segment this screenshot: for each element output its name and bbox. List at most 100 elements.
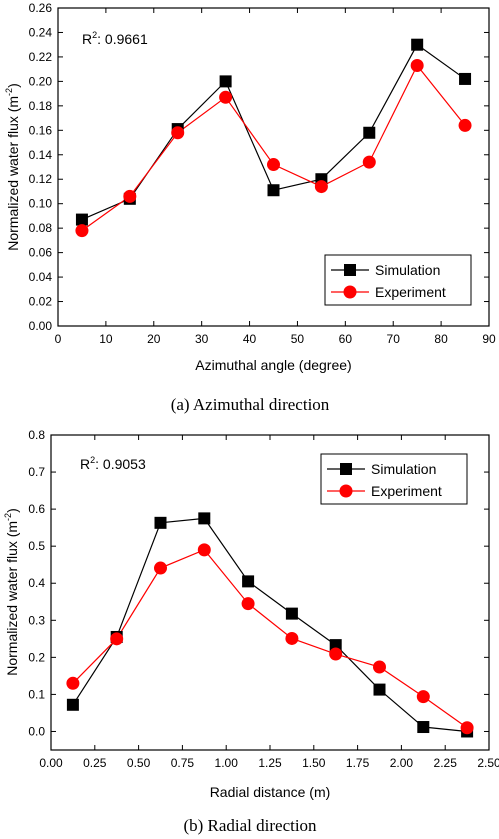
y-tick-label-a: 0.12	[29, 172, 53, 186]
y-tick-label-a: 0.00	[29, 319, 53, 333]
r2-label-a: R2: 0.9661	[82, 30, 148, 47]
data-point-experiment-a	[362, 155, 376, 169]
legend-marker-experiment-a	[343, 285, 357, 299]
data-point-simulation-a	[459, 72, 472, 85]
data-point-simulation-b	[329, 639, 342, 652]
y-tick-label-a: 0.02	[29, 295, 53, 309]
data-point-experiment-b	[154, 561, 167, 575]
data-point-experiment-a	[123, 189, 137, 203]
data-point-experiment-b	[285, 631, 299, 645]
x-tick-label-b: 2.50	[477, 756, 499, 770]
data-point-experiment-a	[458, 118, 472, 132]
data-point-experiment-b	[373, 660, 386, 674]
x-tick-label-b: 0.00	[39, 756, 63, 770]
caption-a: (a) Azimuthal direction	[171, 395, 330, 414]
x-tick-label-a: 80	[434, 332, 448, 346]
data-point-simulation-b	[66, 698, 79, 711]
x-tick-label-b: 2.00	[390, 756, 414, 770]
x-tick-label-b: 2.25	[434, 756, 458, 770]
legend-marker-experiment-b	[339, 484, 353, 498]
axes-b: 0.00 0.25 0.50 0.75 1.00 1.25 1.50 1.75 2.00 2.25…	[28, 428, 499, 770]
x-tick-label-b: 1.25	[258, 756, 282, 770]
legend-b: Simulation Experiment	[320, 453, 468, 505]
series-group-a	[75, 38, 472, 238]
y-tick-label-b: 0.8	[28, 428, 45, 442]
x-tick-label-a: 50	[291, 332, 305, 346]
y-tick-label-a: 0.10	[29, 197, 53, 211]
series-group-b	[66, 512, 474, 738]
x-tick-label-b: 0.75	[171, 756, 195, 770]
y-tick-label-b: 0.5	[28, 539, 45, 553]
data-point-experiment-a	[410, 58, 424, 72]
x-tick-label-b: 1.75	[346, 756, 370, 770]
data-point-simulation-b	[242, 575, 255, 588]
caption-b: (b) Radial direction	[183, 816, 317, 835]
x-tick-label-b: 1.50	[302, 756, 326, 770]
data-point-experiment-b	[197, 543, 211, 557]
y-tick-label-b: 0.4	[28, 576, 45, 590]
data-point-experiment-a	[267, 158, 280, 172]
data-point-simulation-a	[267, 184, 280, 197]
data-point-experiment-b	[416, 690, 430, 704]
x-tick-label-a: 40	[243, 332, 257, 346]
y-tick-label-a: 0.06	[29, 246, 53, 260]
data-point-simulation-b	[373, 683, 386, 696]
data-point-experiment-b	[66, 676, 80, 690]
data-point-simulation-b	[154, 516, 167, 529]
x-tick-label-a: 0	[55, 332, 62, 346]
data-point-simulation-b	[417, 721, 430, 734]
x-tick-label-a: 10	[99, 332, 113, 346]
legend-marker-simulation-a	[344, 264, 356, 276]
y-tick-label-a: 0.24	[29, 25, 53, 39]
y-tick-label-b: 0.6	[28, 502, 45, 516]
data-point-simulation-a	[363, 126, 376, 139]
chart-azimuthal: 0 10 20 30 40 50 60 70 80 90 0.00 0.02 0.04 0.06 0.08 0…	[4, 1, 496, 414]
data-point-experiment-b	[241, 597, 255, 611]
x-tick-label-a: 20	[147, 332, 161, 346]
data-point-simulation-a	[219, 75, 232, 88]
y-axis-label-b: Normalized water flux (m-2)	[3, 508, 20, 676]
data-point-experiment-a	[314, 180, 328, 194]
legend-label-simulation-a: Simulation	[375, 262, 440, 278]
legend-label-experiment-b: Experiment	[371, 483, 442, 499]
data-point-simulation-a	[75, 213, 88, 226]
y-axis-label-a: Normalized water flux (m-2)	[4, 83, 21, 251]
legend-a: Simulation Experiment	[324, 254, 472, 306]
x-tick-label-b: 1.00	[215, 756, 239, 770]
x-tick-label-b: 0.50	[127, 756, 151, 770]
data-point-simulation-b	[198, 512, 211, 525]
x-tick-label-a: 30	[195, 332, 209, 346]
y-tick-label-a: 0.26	[29, 1, 53, 15]
x-axis-label-a: Azimuthal angle (degree)	[195, 357, 351, 373]
series-line-simulation-b	[72, 517, 468, 733]
x-tick-label-a: 90	[482, 332, 496, 346]
x-tick-label-b: 0.25	[83, 756, 107, 770]
y-tick-label-a: 0.22	[29, 50, 53, 64]
series-line-experiment-a	[81, 64, 466, 232]
x-axis-label-b: Radial distance (m)	[210, 784, 331, 800]
data-point-experiment-b	[460, 721, 474, 735]
y-tick-label-a: 0.16	[29, 123, 53, 137]
data-point-experiment-a	[219, 90, 233, 104]
y-tick-label-b: 0.2	[28, 650, 45, 664]
legend-marker-simulation-b	[340, 463, 352, 475]
x-tick-label-a: 70	[387, 332, 401, 346]
y-tick-label-a: 0.14	[29, 148, 53, 162]
data-point-simulation-a	[411, 38, 424, 51]
data-point-simulation-b	[285, 607, 298, 620]
y-tick-label-a: 0.04	[29, 270, 53, 284]
y-tick-label-b: 0.0	[28, 724, 45, 738]
y-tick-label-a: 0.20	[29, 74, 53, 88]
data-point-experiment-b	[329, 647, 343, 661]
y-tick-label-a: 0.18	[29, 99, 53, 113]
chart-radial: 0.00 0.25 0.50 0.75 1.00 1.25 1.50 1.75 2.00 2.25…	[3, 428, 499, 835]
x-tick-label-a: 60	[339, 332, 353, 346]
legend-label-simulation-b: Simulation	[371, 461, 436, 477]
data-point-experiment-b	[110, 632, 124, 646]
data-point-experiment-a	[75, 224, 89, 238]
data-point-experiment-a	[171, 126, 185, 140]
series-line-experiment-b	[72, 549, 468, 729]
legend-label-experiment-a: Experiment	[375, 284, 446, 300]
y-tick-label-a: 0.08	[29, 221, 53, 235]
